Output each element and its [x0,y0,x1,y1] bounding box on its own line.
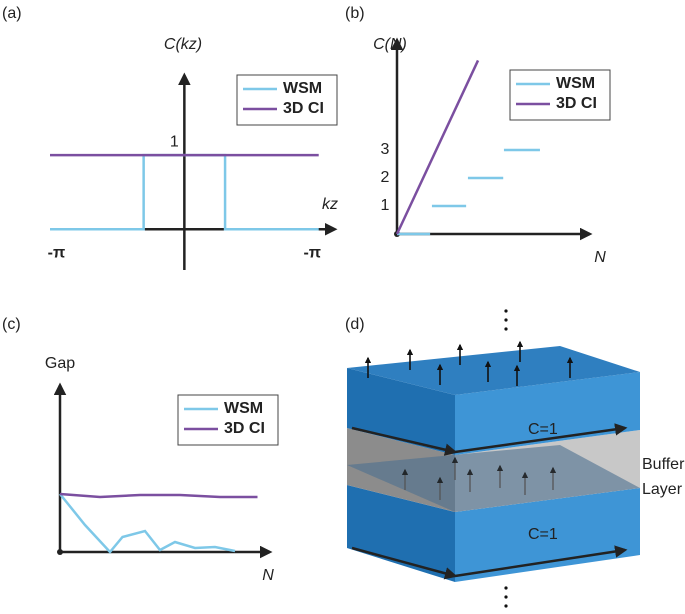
x-tick-label: -π [48,244,66,261]
x-tick-label: -π [303,244,321,261]
origin [57,549,63,555]
bottom-slab-left [347,485,455,582]
legend-label: WSM [556,75,595,92]
x-axis-label: kz [322,196,338,213]
series-line [397,148,540,236]
y-axis-label: C(kz) [164,36,202,53]
bottom-slab-right [455,488,640,582]
edge-current [351,423,628,580]
buffer-arrows [401,456,557,500]
spin-arrows [364,340,574,386]
bottom-slab-top [347,445,640,512]
legend-box [509,69,611,121]
y-axis-label: Gap [45,355,75,372]
panel-label: (b) [345,5,365,22]
chern-label: C=1 [528,526,558,543]
y-tick-label: 1 [170,133,179,150]
legend-box [236,74,338,126]
panel-label: (d) [345,316,365,333]
top-slab-top [347,346,640,395]
legend-label: WSM [283,80,322,97]
buffer-label: Buffer [642,456,685,473]
y-axis-label: C(N) [373,36,407,53]
x-axis-label: N [594,249,606,266]
legend-box [177,394,279,446]
legend-label: 3D CI [556,95,597,112]
y-tick-label: 3 [381,141,390,158]
chern-label: C=1 [528,421,558,438]
legend-label: 3D CI [283,100,324,117]
legend-label: 3D CI [224,420,265,437]
panel-label: (a) [2,5,22,22]
top-slab-right [455,372,640,455]
series-line [59,492,258,499]
legend-label: WSM [224,400,263,417]
buffer-label: Layer [642,481,683,498]
dots [504,309,508,608]
series-line [395,59,480,235]
x-axis-label: N [262,567,274,584]
series-line [59,493,236,554]
layer-diagram: C=1 C=1 Buffer Layer [347,309,685,608]
y-tick-label: 2 [381,169,390,186]
y-tick-label: 1 [381,197,390,214]
panel-label: (c) [2,316,21,333]
